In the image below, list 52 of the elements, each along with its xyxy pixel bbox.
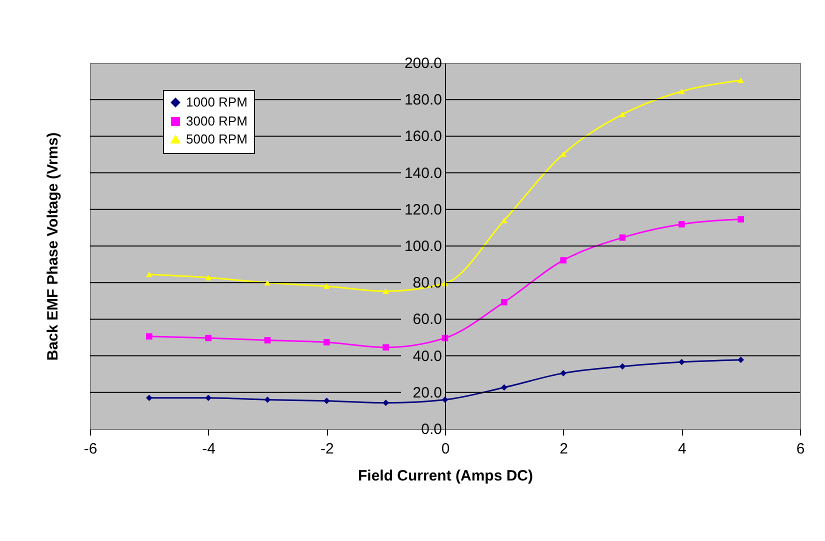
y-tick-label: 100.0 bbox=[404, 238, 442, 255]
point bbox=[382, 400, 389, 406]
point bbox=[264, 280, 271, 286]
point bbox=[501, 218, 508, 224]
point bbox=[382, 344, 389, 351]
point bbox=[738, 216, 744, 222]
y-tick-label: 140.0 bbox=[404, 164, 442, 182]
point bbox=[501, 299, 508, 306]
x-tick-label: 6 bbox=[796, 440, 805, 458]
point bbox=[146, 272, 152, 278]
point bbox=[738, 78, 744, 84]
point bbox=[382, 288, 389, 294]
legend-label: 1000 RPM bbox=[186, 94, 248, 110]
point bbox=[324, 284, 330, 289]
point bbox=[678, 88, 685, 94]
point bbox=[619, 363, 626, 370]
point bbox=[205, 394, 212, 402]
x-tick-label: 4 bbox=[678, 440, 686, 458]
point bbox=[146, 394, 152, 402]
point bbox=[619, 234, 626, 241]
x-tick-label: 0 bbox=[441, 440, 450, 458]
y-tick-label: 40.0 bbox=[412, 348, 442, 365]
point bbox=[738, 356, 744, 363]
x-axis-title: Field Current (Amps DC) bbox=[358, 468, 534, 484]
y-tick-label: 180.0 bbox=[404, 92, 442, 109]
point bbox=[678, 358, 685, 366]
y-axis-title: Back EMF Phase Voltage (Vrms) bbox=[44, 132, 62, 361]
point bbox=[324, 339, 330, 346]
x-tick-label: 2 bbox=[560, 440, 568, 458]
point bbox=[560, 151, 566, 157]
point bbox=[264, 337, 271, 344]
point bbox=[324, 398, 330, 404]
x-tick-label: -2 bbox=[320, 440, 334, 458]
y-tick-label: 160.0 bbox=[404, 128, 442, 146]
legend-label: 3000 RPM bbox=[186, 114, 248, 128]
y-tick-label: 60.0 bbox=[412, 311, 442, 328]
point bbox=[501, 384, 508, 391]
point bbox=[619, 112, 626, 118]
point bbox=[146, 333, 152, 340]
y-tick-label: 120.0 bbox=[404, 201, 442, 218]
y-tick-label: 0.0 bbox=[421, 421, 442, 438]
legend-label: 5000 RPM bbox=[186, 132, 248, 146]
point bbox=[560, 370, 566, 376]
y-tick-label: 20.0 bbox=[412, 384, 442, 402]
x-tick-label: -6 bbox=[84, 440, 98, 458]
point bbox=[560, 257, 566, 264]
x-tick-label: -4 bbox=[202, 440, 216, 458]
y-tick-label: 200.0 bbox=[404, 55, 442, 72]
point bbox=[205, 274, 212, 280]
point bbox=[205, 334, 212, 342]
point bbox=[678, 221, 685, 228]
point bbox=[264, 396, 271, 403]
